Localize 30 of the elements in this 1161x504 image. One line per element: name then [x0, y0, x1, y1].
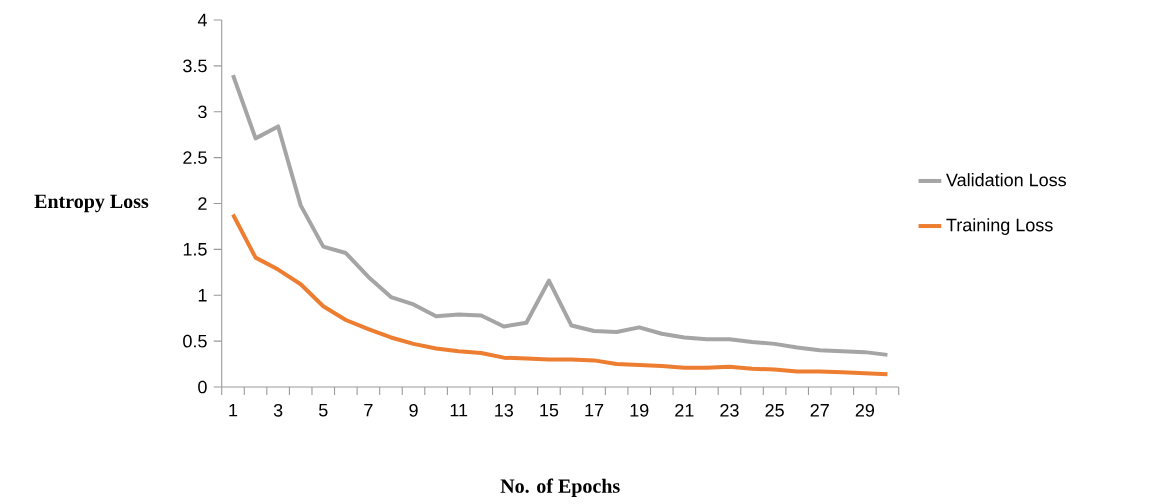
- x-axis-title: No. of Epochs: [500, 478, 620, 497]
- x-tick-label: 17: [585, 403, 604, 417]
- y-tick-label: 1.5: [183, 243, 207, 256]
- line-series: [231, 73, 890, 357]
- line-series: [231, 212, 890, 377]
- x-tick-label: 23: [720, 403, 739, 417]
- x-tick-label: 15: [540, 403, 559, 417]
- y-tick-label: 0: [198, 380, 207, 394]
- x-tick-label: 7: [364, 403, 373, 417]
- x-tick-label: 29: [855, 403, 875, 417]
- x-tick-label: 21: [675, 403, 694, 417]
- x-tick-label: 5: [318, 403, 328, 417]
- y-tick-label: 1: [198, 289, 207, 302]
- legend-label: Validation Loss: [946, 173, 1067, 187]
- x-tick-label: 9: [409, 403, 418, 417]
- x-tick-label: 3: [273, 403, 283, 417]
- y-tick-label: 3.5: [183, 59, 207, 73]
- x-tick-label: 25: [765, 403, 784, 417]
- x-tick-label: 1: [229, 403, 238, 417]
- x-tick-label: 19: [630, 403, 649, 417]
- x-tick-label: 27: [810, 403, 829, 417]
- y-tick-label: 2.5: [183, 151, 207, 164]
- legend-label: Training Loss: [946, 218, 1053, 235]
- y-tick-label: 0.5: [183, 334, 207, 348]
- y-tick-label: 4: [197, 13, 207, 27]
- y-tick-label: 3: [198, 105, 207, 119]
- y-axis-title: Entropy Loss: [34, 194, 149, 213]
- x-tick-label: 11: [450, 403, 468, 417]
- x-tick-label: 13: [495, 403, 514, 417]
- y-tick-label: 2: [198, 197, 207, 210]
